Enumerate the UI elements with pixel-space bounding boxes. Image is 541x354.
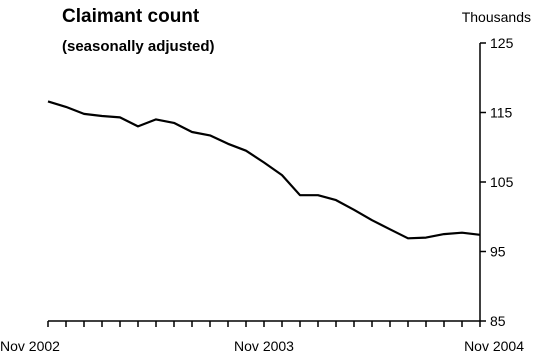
y-axis-unit-label: Thousands [461,9,531,25]
x-tick-label: Nov 2002 [0,338,60,354]
y-tick-label: 105 [490,174,514,190]
y-tick-label: 115 [490,105,513,121]
y-tick-label: 125 [490,35,514,51]
series-line-0 [47,100,481,240]
x-tick-label: Nov 2004 [464,338,524,354]
y-tick-label: 95 [490,244,506,260]
x-tick-label: Nov 2003 [234,338,294,354]
chart-subtitle: (seasonally adjusted) [62,38,215,55]
y-tick-label: 85 [490,313,506,329]
chart-title: Claimant count [62,6,200,27]
